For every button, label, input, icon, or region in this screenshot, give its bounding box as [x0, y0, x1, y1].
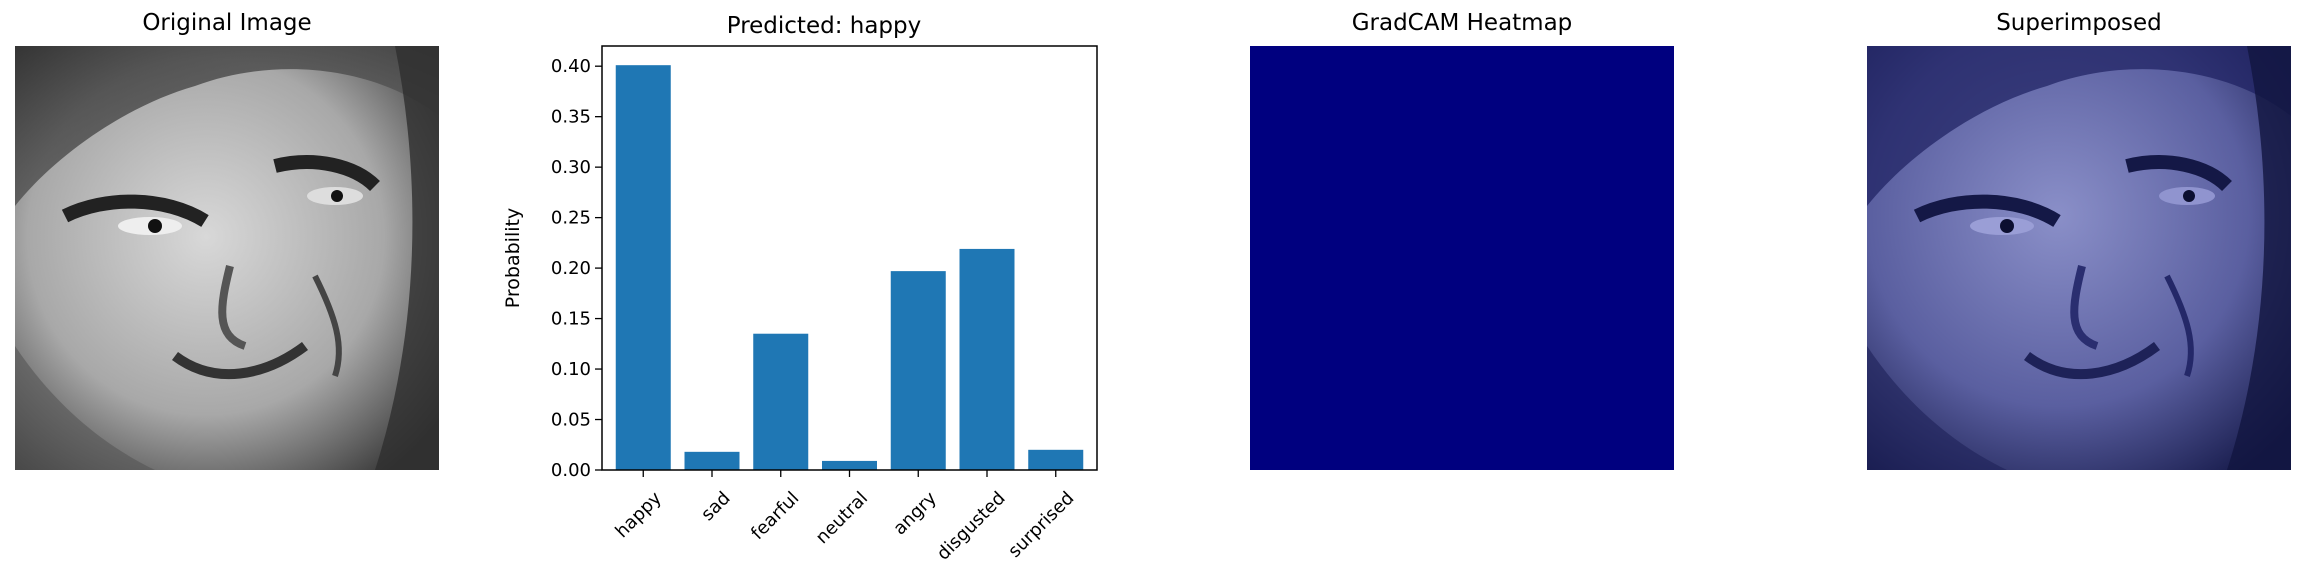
y-tick-label: 0.35: [551, 107, 591, 128]
superimposed-title: Superimposed: [1996, 10, 2162, 36]
y-tick-label: 0.40: [551, 56, 591, 77]
y-tick-label: 0.10: [551, 359, 591, 380]
y-tick-label: 0.05: [551, 410, 591, 431]
plot-frame: [601, 45, 1098, 471]
bar-sad: [684, 451, 740, 470]
x-tick-label-angry: angry: [889, 487, 941, 539]
bar-fearful: [753, 333, 809, 470]
y-tick-label: 0.25: [551, 208, 591, 229]
x-tick-label-happy: happy: [611, 487, 666, 542]
bar-neutral: [822, 460, 877, 470]
face-photo-tinted: [1867, 46, 2291, 470]
bar-disgusted: [959, 248, 1015, 470]
bar-angry: [890, 271, 946, 470]
gradcam-heatmap: [1250, 46, 1674, 470]
face-photo-grayscale: [15, 46, 439, 470]
bar-happy: [615, 65, 671, 470]
original-face-image: [15, 46, 439, 470]
heatmap-title: GradCAM Heatmap: [1351, 10, 1573, 36]
x-tick-label-sad: sad: [697, 488, 734, 525]
chart-title: Predicted: happy: [727, 13, 922, 39]
superimposed-image: [1867, 46, 2291, 470]
y-tick-label: 0.30: [551, 157, 591, 178]
original-image-title: Original Image: [142, 10, 312, 36]
bar-surprised: [1028, 449, 1084, 470]
y-tick-label: 0.20: [551, 258, 591, 279]
y-tick-label: 0.15: [551, 309, 591, 330]
x-tick-label-disgusted: disgusted: [933, 488, 1010, 565]
x-tick-label-surprised: surprised: [1004, 488, 1078, 562]
x-tick-label-neutral: neutral: [812, 488, 872, 548]
x-tick-label-fearful: fearful: [747, 488, 803, 544]
y-tick-label: 0.00: [551, 460, 591, 481]
y-axis-label: Probability: [502, 208, 524, 308]
